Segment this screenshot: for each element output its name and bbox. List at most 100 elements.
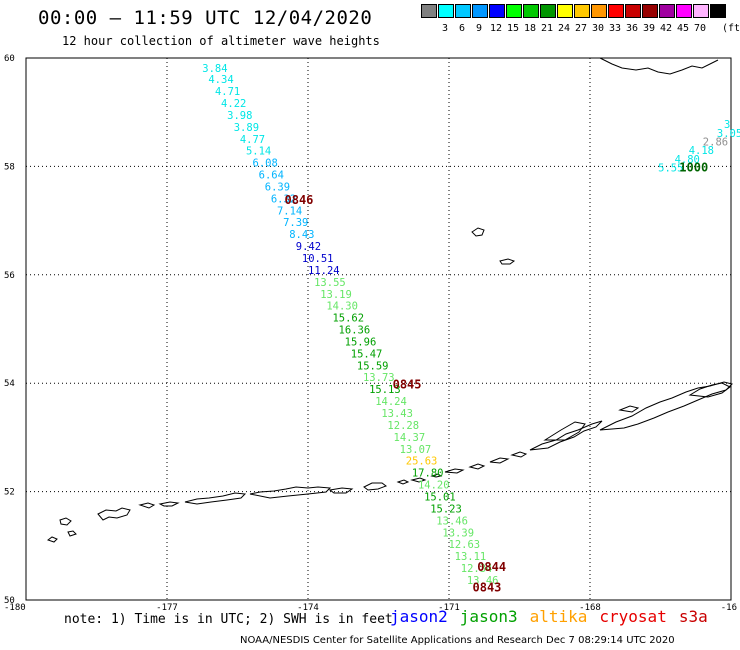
- aleutian-coastline-west: [249, 486, 332, 499]
- swh-value: 15.01: [424, 491, 456, 503]
- alaska-mainland-coast: [599, 57, 719, 75]
- swh-value: 15.23: [430, 503, 462, 515]
- aleutian-coastline-west: [158, 501, 180, 507]
- color-scale-swatch: [693, 4, 709, 18]
- pass-time-label: 1000: [679, 160, 708, 174]
- color-scale-swatch: [421, 4, 437, 18]
- aleutian-coastline-west: [67, 530, 77, 537]
- satellite-legend-item: jason2: [390, 607, 448, 626]
- pass-time-label: 0845: [393, 377, 422, 391]
- satellite-legend-item: cryosat: [599, 607, 667, 626]
- aleutian-coastline-west: [430, 473, 443, 478]
- swh-value: 6.32: [271, 193, 296, 205]
- color-scale-label: 36: [625, 23, 639, 34]
- swh-value: 12.28: [387, 420, 419, 432]
- color-scale-label: 70: [693, 23, 707, 34]
- aleutian-coastline-east: [529, 420, 603, 451]
- color-scale-label: 27: [574, 23, 588, 34]
- swh-value: 12.34: [461, 563, 493, 575]
- color-scale-swatch: [506, 4, 522, 18]
- swh-value: 13.39: [442, 527, 474, 539]
- color-scale-swatch: [591, 4, 607, 18]
- longitude-tick-label: -180: [4, 603, 26, 613]
- latitude-tick-label: 52: [4, 488, 15, 498]
- color-scale-swatch: [540, 4, 556, 18]
- latitude-tick-label: 60: [4, 54, 15, 64]
- color-scale-label: 18: [523, 23, 537, 34]
- swh-value: 5.55: [658, 162, 683, 174]
- credit-line: NOAA/NESDIS Center for Satellite Applica…: [240, 635, 675, 646]
- aleutian-coastline-west: [510, 451, 528, 458]
- color-scale-label: 6: [458, 23, 466, 34]
- swh-value: 25.63: [406, 456, 438, 468]
- wave-height-track: 3.844.344.714.223.983.894.775.146.086.64…: [202, 63, 740, 587]
- swh-value: 6.64: [259, 170, 284, 182]
- aleutian-coastline-east: [599, 381, 733, 431]
- color-scale-swatch: [574, 4, 590, 18]
- swh-value: 3: [724, 119, 730, 131]
- swh-value: 12.63: [449, 539, 481, 551]
- aleutian-coastline-west: [59, 517, 72, 526]
- swh-value: 7.39: [283, 217, 308, 229]
- satellite-legend-item: s3a: [678, 607, 708, 626]
- aleutian-coastline-west: [444, 468, 465, 474]
- longitude-tick-label: -174: [297, 603, 319, 613]
- graticule: [26, 58, 731, 600]
- swh-value: 13.43: [381, 408, 413, 420]
- swh-value: 7.14: [277, 205, 302, 217]
- aleutian-coastline-west: [46, 536, 58, 543]
- color-scale-swatch: [472, 4, 488, 18]
- map-subtitle: 12 hour collection of altimeter wave hei…: [62, 34, 380, 48]
- swh-value: 4.18: [689, 145, 714, 157]
- swh-value: 3.89: [234, 122, 259, 134]
- aleutian-coastline-west: [363, 482, 388, 491]
- swh-value: 15.59: [357, 360, 389, 372]
- color-scale-unit: (ft): [721, 23, 740, 34]
- swh-value: 6.08: [253, 158, 278, 170]
- color-scale-swatch: [625, 4, 641, 18]
- latitude-tick-label: 56: [4, 271, 15, 281]
- color-scale-swatch: [557, 4, 573, 18]
- pribilof-island: [471, 227, 485, 237]
- aleutian-coastline-west: [410, 477, 427, 483]
- swh-value: 4.77: [240, 134, 265, 146]
- swh-value: 15.13: [369, 384, 401, 396]
- swh-value: 9.42: [296, 241, 321, 253]
- swh-value: 15.96: [345, 336, 377, 348]
- swh-value: 14.20: [418, 480, 450, 492]
- aleutian-coastline-west: [328, 487, 354, 494]
- swh-value: 10.51: [302, 253, 334, 265]
- color-scale-label: 21: [540, 23, 554, 34]
- pass-time-label: 0846: [285, 193, 314, 207]
- map-title: 00:00 – 11:59 UTC 12/04/2020: [38, 7, 373, 29]
- color-scale-swatch: [642, 4, 658, 18]
- satellite-legend-item: altika: [529, 607, 588, 626]
- swh-value: 15.47: [351, 348, 383, 360]
- swh-value: 5.14: [246, 146, 271, 158]
- coastline: [46, 57, 733, 543]
- swh-value: 13.11: [455, 551, 487, 563]
- swh-value: 2.86: [703, 136, 728, 148]
- satellite-legend: jason2 jason3 altika cryosat s3a: [390, 607, 720, 626]
- color-scale-label: 15: [506, 23, 520, 34]
- swh-value: 14.37: [394, 432, 426, 444]
- color-scale-swatch: [710, 4, 726, 18]
- aleutian-coastline-east: [618, 405, 640, 413]
- swh-value: 4.71: [215, 86, 240, 98]
- swh-value: 3.98: [227, 110, 252, 122]
- swh-value: 11.24: [308, 265, 340, 277]
- swh-value: 8.43: [289, 229, 314, 241]
- color-scale-label: 24: [557, 23, 571, 34]
- swh-value: 4.34: [208, 74, 233, 86]
- swh-value: 13.55: [314, 277, 346, 289]
- swh-value: 4.80: [675, 154, 700, 166]
- swh-value: 15.62: [332, 313, 364, 325]
- swh-value: 17.80: [412, 468, 444, 480]
- color-scale-label: 42: [659, 23, 673, 34]
- aleutian-coastline-west: [396, 479, 410, 485]
- latitude-tick-label: 50: [4, 596, 15, 606]
- pass-time-label: 0843: [473, 581, 502, 595]
- color-scale-label: 30: [591, 23, 605, 34]
- aleutian-coastline-west: [184, 492, 247, 505]
